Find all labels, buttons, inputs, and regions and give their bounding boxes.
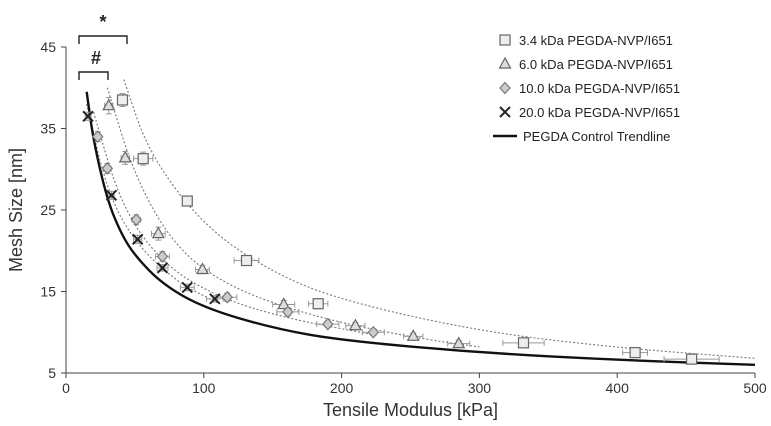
x-tick-label: 200	[330, 380, 354, 396]
data-point	[102, 98, 116, 111]
data-point	[151, 226, 165, 239]
x-axis-title: Tensile Modulus [kPa]	[323, 400, 498, 420]
data-point	[277, 297, 291, 310]
legend-marker	[499, 81, 511, 95]
data-point	[209, 293, 221, 305]
y-tick-label: 25	[40, 202, 56, 218]
data-point	[181, 195, 193, 207]
trendline-3	[93, 112, 370, 335]
data-point	[240, 254, 253, 267]
data-point	[118, 150, 132, 163]
legend-marker	[499, 106, 511, 118]
trendline-5	[85, 91, 756, 367]
y-tick-label: 15	[40, 284, 56, 300]
x-tick-label: 100	[192, 380, 216, 396]
y-tick-label: 5	[48, 365, 56, 381]
data-point	[137, 153, 149, 165]
data-point	[686, 353, 698, 365]
data-point	[517, 337, 530, 349]
legend-label: 10.0 kDa PEGDA-NVP/I651	[519, 81, 680, 96]
y-tick-label: 45	[40, 39, 56, 55]
data-point	[322, 317, 334, 331]
legend-label: 20.0 kDa PEGDA-NVP/I651	[519, 105, 680, 120]
data-point	[156, 250, 169, 263]
data-point	[82, 110, 94, 122]
data-point	[406, 329, 420, 341]
data-point	[101, 162, 114, 175]
trendlines	[85, 79, 756, 367]
data-point	[91, 130, 104, 144]
tick-labels: 0 100 200 300 400 500 5 15 25 35 45	[40, 39, 766, 396]
axes	[61, 46, 756, 378]
y-tick-label: 35	[40, 121, 56, 137]
annotation-hash: #	[91, 48, 101, 68]
data-point	[131, 233, 144, 246]
legend: 3.4 kDa PEGDA-NVP/I651 6.0 kDa PEGDA-NVP/…	[493, 33, 680, 144]
significance-brackets: *#	[78, 12, 128, 80]
y-axis-title: Mesh Size [nm]	[6, 148, 26, 272]
data-point	[629, 347, 641, 359]
data-point	[156, 262, 169, 274]
x-tick-label: 300	[468, 380, 492, 396]
data-point	[452, 336, 466, 349]
bracket-star	[78, 35, 128, 44]
x-tick-label: 500	[743, 380, 767, 396]
data-point	[221, 290, 234, 304]
x-tick-label: 0	[62, 380, 70, 396]
legend-marker	[498, 56, 512, 69]
legend-marker	[499, 34, 511, 46]
data-point	[130, 213, 143, 227]
trendline-1	[123, 79, 756, 359]
data-point	[195, 262, 209, 275]
data-point	[105, 189, 118, 202]
data-point	[282, 305, 294, 319]
bracket-hash	[78, 71, 109, 80]
annotation-star: *	[99, 12, 106, 32]
data-point	[181, 281, 193, 294]
data-markers	[82, 94, 698, 365]
x-tick-label: 400	[606, 380, 630, 396]
legend-label: PEGDA Control Trendline	[523, 129, 670, 144]
legend-label: 6.0 kDa PEGDA-NVP/I651	[519, 57, 673, 72]
trendline-2	[106, 87, 480, 348]
legend-label: 3.4 kDa PEGDA-NVP/I651	[519, 33, 673, 48]
data-point	[348, 318, 362, 331]
data-point	[116, 94, 129, 106]
data-point	[312, 298, 324, 310]
data-point	[367, 325, 380, 339]
